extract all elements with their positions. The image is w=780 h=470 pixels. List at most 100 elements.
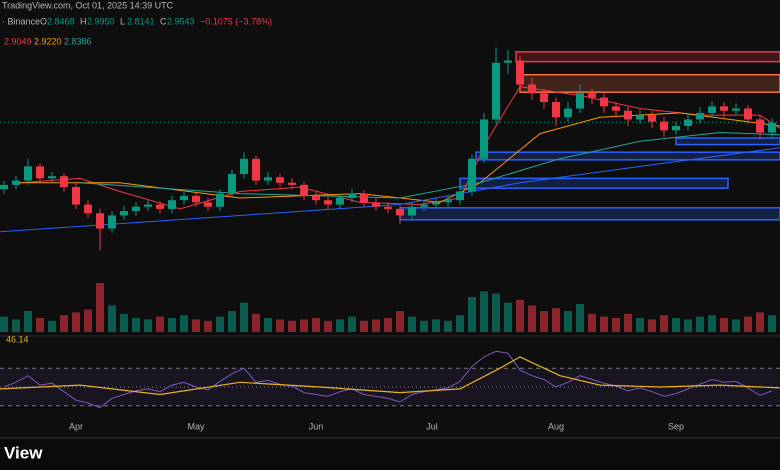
volume-bar <box>24 311 32 332</box>
volume-bar <box>240 302 248 332</box>
candle-body <box>348 193 356 198</box>
source: TradingView.com, Oct 01, 2025 14:39 UTC <box>2 0 174 10</box>
volume-bar <box>684 319 692 332</box>
volume-bar <box>624 313 632 332</box>
volume-bar <box>204 320 212 332</box>
volume-bar <box>96 283 104 332</box>
price-zone <box>519 73 780 93</box>
candle-body <box>744 108 752 120</box>
candle-body <box>480 119 488 159</box>
candle-body <box>456 191 464 201</box>
candle-body <box>180 195 188 201</box>
candle-body <box>132 206 140 212</box>
volume-bar <box>348 316 356 332</box>
volume-bar <box>132 318 140 332</box>
candle-body <box>312 195 320 201</box>
volume-bar <box>120 313 128 332</box>
volume-bar <box>192 319 200 332</box>
candle-body <box>0 184 8 190</box>
candle-body <box>72 187 80 205</box>
volume-bar <box>516 299 524 332</box>
volume-bar <box>480 291 488 332</box>
price-zone <box>475 151 780 161</box>
volume-bar <box>108 305 116 332</box>
volume-bar <box>576 304 584 332</box>
candle-body <box>444 200 452 203</box>
candle-body <box>408 206 416 216</box>
candle-body <box>504 60 512 63</box>
x-tick-label: Jun <box>309 421 324 431</box>
candle-body <box>48 176 56 179</box>
candle-body <box>288 182 296 185</box>
volume-bar <box>252 313 260 332</box>
volume-bar <box>720 318 728 332</box>
candle-body <box>396 208 404 216</box>
volume-bar <box>156 316 164 332</box>
ohlc-value: 2.9543 <box>167 16 195 26</box>
candle-body <box>324 200 332 205</box>
volume-bar <box>732 319 740 332</box>
volume-bar <box>384 318 392 332</box>
volume-bar <box>552 308 560 332</box>
volume-bar <box>288 320 296 332</box>
candle-body <box>84 204 92 214</box>
x-tick-label: Jul <box>426 421 438 431</box>
ohlc-letter: L <box>120 16 125 26</box>
volume-bar <box>84 309 92 332</box>
volume-bar <box>540 311 548 332</box>
volume-bar <box>336 319 344 332</box>
candle-body <box>276 177 284 183</box>
volume-bar <box>72 312 80 332</box>
candle-body <box>696 112 704 120</box>
candle-body <box>216 193 224 207</box>
volume-bar <box>324 320 332 332</box>
candle-body <box>720 106 728 111</box>
price-zone <box>459 177 729 189</box>
volume-bar <box>456 315 464 332</box>
volume-bar <box>144 319 152 332</box>
volume-bar <box>36 318 44 332</box>
volume-bar <box>504 302 512 332</box>
ohlc-value: 2.9950 <box>87 16 115 26</box>
price-zone <box>399 207 780 221</box>
candle-body <box>144 204 152 207</box>
volume-bar <box>600 316 608 332</box>
ohlc-letter: C <box>160 16 167 26</box>
volume-bar <box>408 316 416 332</box>
volume-bar <box>228 311 236 332</box>
volume-bar <box>396 311 404 332</box>
volume-bar <box>528 305 536 332</box>
rsi-ma-line <box>0 356 780 396</box>
volume-bar <box>48 320 56 332</box>
candle-body <box>756 119 764 133</box>
x-tick-label: Sep <box>668 421 684 431</box>
candle-body <box>468 158 476 192</box>
candle-body <box>204 202 212 207</box>
volume-bar <box>756 312 764 332</box>
volume-bar <box>672 318 680 332</box>
candle-body <box>336 198 344 205</box>
volume-bar <box>636 318 644 332</box>
volume-bar <box>708 315 716 332</box>
volume-bar <box>360 320 368 332</box>
candle-body <box>588 93 596 98</box>
candle-body <box>300 184 308 196</box>
volume-bar <box>564 311 572 332</box>
volume-bar <box>768 315 776 332</box>
x-tick-label: Aug <box>548 421 564 431</box>
candle-body <box>612 106 620 111</box>
candle-body <box>552 102 560 118</box>
x-tick-label: Apr <box>69 421 83 431</box>
volume-bar <box>744 316 752 332</box>
candle-body <box>264 177 272 181</box>
candle-body <box>732 108 740 111</box>
exchange: · Binance <box>2 16 40 26</box>
candle-body <box>240 158 248 174</box>
candle-body <box>156 204 164 209</box>
candle-body <box>420 204 428 207</box>
candle-body <box>36 166 44 179</box>
candle-body <box>516 60 524 85</box>
rsi-line <box>3 350 773 409</box>
ma-value: 2.8386 <box>64 36 92 46</box>
footer-logo: View <box>4 443 43 462</box>
